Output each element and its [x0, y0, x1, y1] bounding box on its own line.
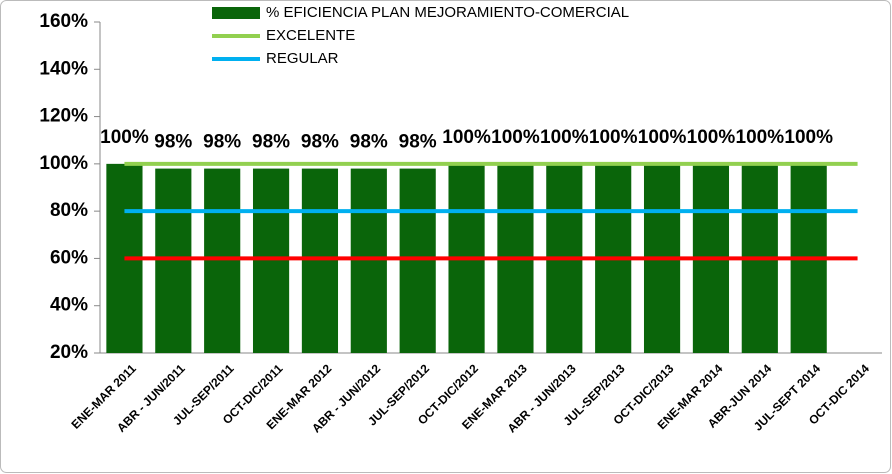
data-label: 98%: [301, 132, 339, 153]
y-tick-label: 40%: [50, 295, 88, 316]
data-label: 98%: [350, 132, 388, 153]
legend-swatch: [212, 7, 260, 19]
bar: [301, 168, 339, 353]
data-label: 100%: [687, 127, 736, 148]
legend-label: % EFICIENCIA PLAN MEJORAMIENTO-COMERCIAL: [266, 4, 629, 21]
data-label: 100%: [736, 127, 785, 148]
bar: [155, 168, 192, 353]
y-tick-label: 80%: [50, 200, 88, 221]
bar: [350, 168, 387, 353]
data-label: 98%: [252, 132, 290, 153]
data-label: 100%: [589, 127, 638, 148]
y-tick-label: 20%: [50, 342, 88, 363]
data-label: 100%: [491, 127, 540, 148]
data-label: 100%: [638, 127, 687, 148]
legend-label: REGULAR: [266, 50, 339, 67]
data-label: 98%: [203, 132, 241, 153]
data-label: 100%: [540, 127, 589, 148]
y-tick-label: 140%: [39, 58, 88, 79]
bar: [204, 168, 241, 353]
data-label: 100%: [442, 127, 491, 148]
data-label: 100%: [784, 127, 833, 148]
legend-label: EXCELENTE: [266, 27, 355, 44]
y-tick-label: 60%: [50, 247, 88, 268]
data-label: 100%: [100, 127, 149, 148]
y-tick-label: 120%: [39, 106, 88, 127]
bar: [399, 168, 436, 353]
bar: [252, 168, 290, 353]
data-label: 98%: [399, 132, 437, 153]
data-label: 98%: [154, 132, 192, 153]
y-tick-label: 100%: [39, 153, 88, 174]
y-tick-label: 160%: [39, 11, 88, 32]
